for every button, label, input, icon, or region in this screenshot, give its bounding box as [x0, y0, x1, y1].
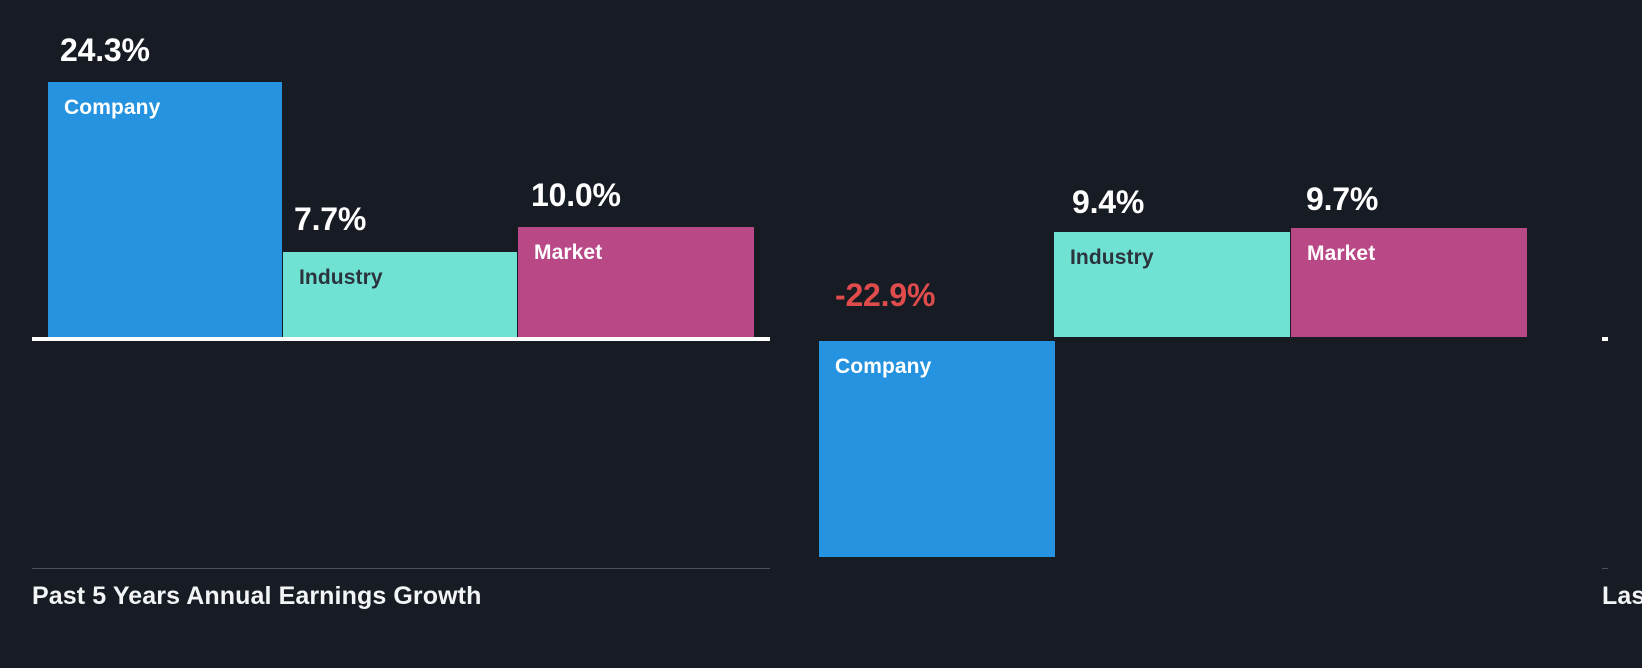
chart-panel-last-1-year: Company -22.9% Industry 9.4% Market 9.7%… [803, 0, 1642, 668]
bar-label-market: Market [1307, 242, 1376, 265]
chart-panel-past-5-years: Company 24.3% Industry 7.7% Market 10.0%… [0, 0, 803, 668]
zero-baseline-past-5-years [32, 337, 770, 341]
footer-divider-last-1-year [1602, 568, 1608, 569]
bar-value-market-past-5-years: 10.0% [531, 177, 621, 213]
zero-baseline-last-1-year [1602, 337, 1608, 341]
bar-market-last-1-year[interactable]: Market [1291, 228, 1527, 337]
bar-company-last-1-year[interactable]: Company [819, 341, 1055, 557]
bar-label-industry: Industry [1070, 246, 1154, 269]
bar-value-company-last-1-year: -22.9% [835, 277, 936, 313]
footer-divider-past-5-years [32, 568, 770, 569]
bar-industry-past-5-years[interactable]: Industry [283, 252, 517, 337]
bar-value-market-last-1-year: 9.7% [1306, 181, 1379, 217]
bar-label-company: Company [835, 355, 932, 378]
chart-title-last-1-year: Last 1 Year Earnings Growth [1602, 582, 1642, 610]
bar-value-industry-past-5-years: 7.7% [294, 201, 367, 237]
bar-market-past-5-years[interactable]: Market [518, 227, 754, 337]
bar-value-company-past-5-years: 24.3% [60, 32, 150, 68]
bar-label-company: Company [64, 96, 161, 119]
bar-value-industry-last-1-year: 9.4% [1072, 184, 1145, 220]
plot-area-past-5-years: Company 24.3% Industry 7.7% Market 10.0% [0, 0, 803, 568]
bar-company-past-5-years[interactable]: Company [48, 82, 282, 337]
bar-label-industry: Industry [299, 266, 383, 289]
chart-title-past-5-years: Past 5 Years Annual Earnings Growth [32, 582, 482, 610]
bar-label-market: Market [534, 241, 603, 264]
bar-industry-last-1-year[interactable]: Industry [1054, 232, 1290, 337]
plot-area-last-1-year: Company -22.9% Industry 9.4% Market 9.7% [803, 0, 1642, 568]
